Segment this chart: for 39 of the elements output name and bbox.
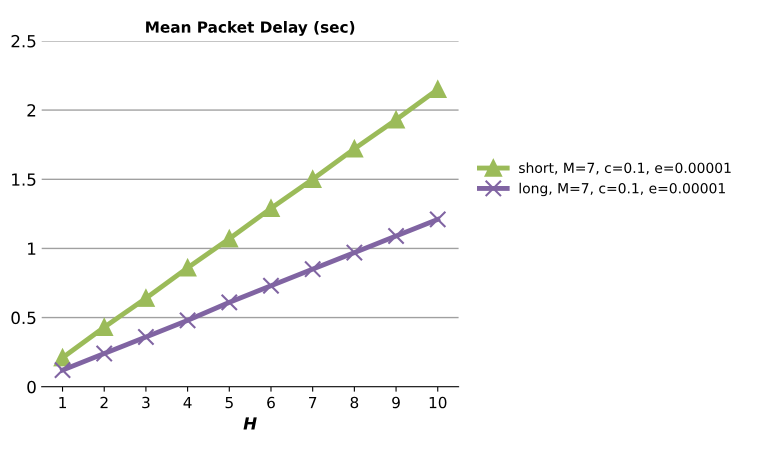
point xyxy=(346,244,364,262)
x-tick-label: 6 xyxy=(267,396,275,408)
point xyxy=(54,361,72,379)
x-tick-label: 1 xyxy=(59,396,66,408)
y-tick-label: 1.5 xyxy=(12,173,36,186)
x-tick-label: 4 xyxy=(183,396,192,408)
point xyxy=(346,140,364,158)
point xyxy=(304,260,322,278)
x-tick-label: 10 xyxy=(430,396,446,408)
x-axis-title: H xyxy=(244,417,257,430)
point xyxy=(429,210,446,228)
point xyxy=(262,200,280,217)
x-tick-label: 9 xyxy=(392,396,400,408)
point xyxy=(220,294,238,312)
x-tick-label: 2 xyxy=(100,396,108,408)
point xyxy=(178,259,196,276)
point xyxy=(178,312,196,330)
x-tick-label: 8 xyxy=(350,396,358,408)
point xyxy=(387,111,405,128)
point xyxy=(262,277,280,294)
x-tick-label: 5 xyxy=(226,396,233,408)
point xyxy=(96,344,113,362)
y-tick-label: 0 xyxy=(27,380,36,394)
x-tick-label: 7 xyxy=(309,396,316,408)
y-tick-label: 2.5 xyxy=(12,34,36,48)
legend-label: short, M=7, c=0.1, e=0.00001 xyxy=(519,162,731,175)
point xyxy=(137,328,155,346)
point xyxy=(304,170,322,188)
y-tick-label: 2 xyxy=(27,104,36,116)
point xyxy=(96,318,113,336)
x-tick-label: 3 xyxy=(142,396,150,408)
point xyxy=(137,290,155,307)
y-tick-label: 0.5 xyxy=(11,312,36,324)
point xyxy=(387,227,405,245)
y-tick-label: 1 xyxy=(28,242,36,255)
point xyxy=(220,230,238,248)
point xyxy=(429,80,446,98)
legend-label: long, M=7, c=0.1, e=0.00001 xyxy=(520,182,725,196)
chart-title: Mean Packet Delay (sec) xyxy=(146,21,354,36)
